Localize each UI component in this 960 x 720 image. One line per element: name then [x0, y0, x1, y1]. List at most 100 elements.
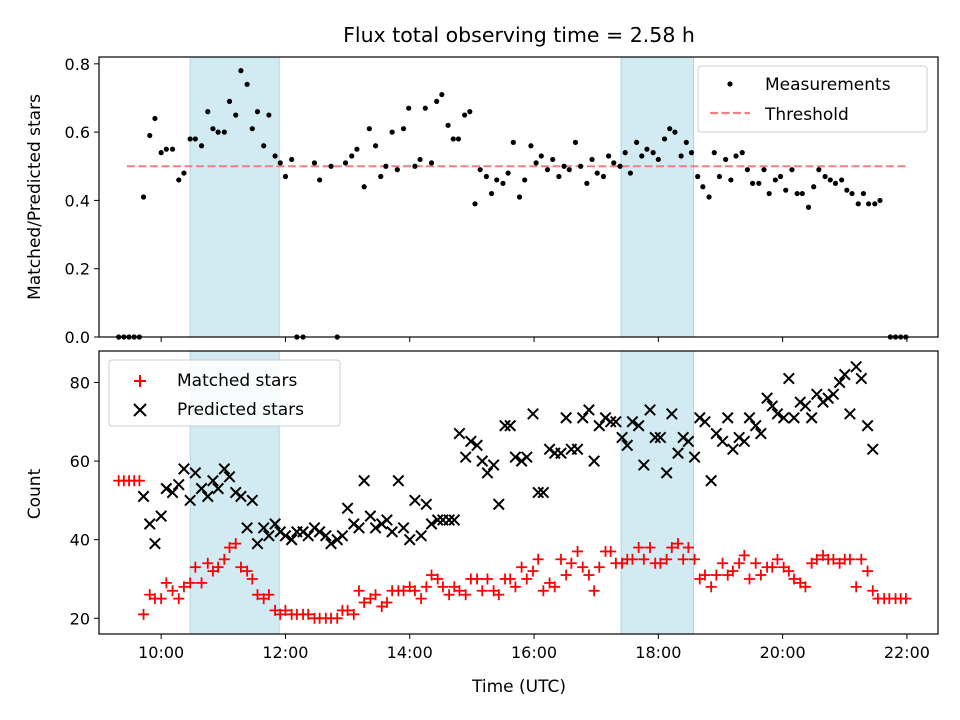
measurement-point: [272, 153, 278, 159]
measurement-point: [756, 180, 762, 186]
matched-star-point: [196, 577, 208, 589]
predicted-star-point: [415, 529, 428, 542]
matched-star-point: [633, 542, 645, 554]
matched-star-point: [224, 542, 236, 554]
measurement-point: [254, 109, 261, 115]
predicted-star-point: [571, 443, 584, 456]
measurement-point: [744, 167, 751, 173]
measurement-point: [372, 143, 379, 149]
measurement-point: [578, 163, 584, 169]
predicted-star-point: [844, 407, 856, 420]
matched-star-point: [189, 561, 201, 573]
measurement-point: [594, 170, 600, 176]
measurement-point: [192, 136, 198, 142]
measurement-point: [152, 115, 158, 122]
measurement-point: [187, 136, 193, 142]
matched-star-point: [593, 561, 605, 573]
measurement-point: [639, 153, 645, 159]
predicted-star-point: [649, 431, 662, 444]
predicted-star-point: [201, 490, 214, 503]
measurement-point: [683, 139, 689, 145]
measurement-point: [617, 163, 623, 169]
predicted-star-point: [537, 486, 550, 499]
measurement-point: [860, 190, 867, 197]
predicted-star-point: [251, 537, 264, 550]
matched-star-point: [717, 557, 729, 569]
matched-star-point: [750, 557, 762, 569]
measurement-point: [872, 201, 878, 207]
bottom-y-axis-label: Count: [25, 468, 45, 519]
bottom-axes-frame: [98, 350, 939, 635]
predicted-star-point: [576, 411, 589, 424]
predicted-star-point: [149, 537, 161, 550]
measurement-point: [389, 129, 395, 135]
measurement-point: [783, 187, 789, 193]
measurement-point: [528, 143, 534, 149]
measurement-point: [472, 201, 478, 207]
matched-star-point: [184, 577, 196, 589]
matched-star-point: [230, 538, 242, 550]
matched-star-point: [167, 585, 179, 597]
measurement-point: [455, 136, 462, 142]
measurement-point: [584, 180, 590, 186]
measurement-point: [221, 129, 227, 135]
predicted-star-point: [172, 478, 185, 491]
predicted-star-point: [492, 498, 505, 511]
measurement-point: [181, 170, 187, 176]
matched-star-point: [235, 561, 247, 573]
measurement-point: [644, 146, 650, 152]
measurement-point: [622, 150, 628, 156]
matched-star-point: [443, 589, 455, 601]
matched-star-point: [867, 585, 879, 597]
measurement-point: [505, 170, 511, 176]
matched-star-point: [710, 569, 722, 581]
predicted-star-point: [160, 482, 173, 495]
measurement-point: [244, 81, 250, 87]
legend-predicted-label: Predicted stars: [177, 400, 304, 420]
measurement-point: [538, 153, 544, 159]
top-y-tick-label: 0.8: [65, 55, 90, 74]
predicted-star-point: [754, 427, 767, 440]
matched-star-point: [577, 561, 589, 573]
matched-star-point: [738, 549, 750, 561]
measurement-point: [811, 184, 817, 190]
predicted-star-point: [386, 525, 399, 538]
predicted-star-point: [777, 411, 790, 424]
bottom-legend: Matched stars Predicted stars: [108, 359, 341, 427]
bottom-x-tick-label: 16:00: [511, 643, 557, 662]
matched-star-point: [437, 581, 449, 593]
predicted-star-point: [705, 474, 718, 487]
measurement-point: [215, 129, 221, 135]
predicted-star-point: [810, 388, 823, 401]
predicted-star-point: [710, 427, 723, 440]
measurement-point: [766, 190, 772, 197]
measurement-point: [772, 177, 778, 183]
predicted-star-point: [476, 455, 489, 467]
matched-star-point: [689, 553, 701, 565]
bottom-y-tick-label: 80: [70, 373, 90, 392]
measurement-point: [627, 170, 633, 176]
predicted-star-point: [212, 482, 225, 495]
predicted-star-point: [660, 466, 673, 479]
measurement-point: [163, 146, 169, 152]
matched-star-point: [358, 597, 370, 609]
matched-star-point: [588, 585, 600, 597]
measurement-point: [462, 112, 468, 118]
measurement-point: [249, 126, 255, 132]
measurement-point: [672, 129, 678, 135]
predicted-star-point: [632, 419, 645, 432]
measurement-point: [289, 156, 295, 163]
matched-star-point: [481, 573, 493, 585]
predicted-star-point: [313, 525, 326, 538]
predicted-star-point: [184, 494, 197, 507]
measurement-point: [406, 105, 412, 111]
matched-star-point: [516, 561, 528, 573]
top-legend: Measurements Threshold: [697, 65, 928, 133]
predicted-star-point: [341, 502, 354, 515]
measurement-point: [611, 160, 617, 166]
top-x-ticks: [160, 337, 908, 342]
predicted-star-point: [285, 533, 298, 546]
matched-star-point: [565, 557, 577, 569]
matched-star-point: [398, 585, 410, 597]
matched-star-point: [850, 581, 862, 593]
